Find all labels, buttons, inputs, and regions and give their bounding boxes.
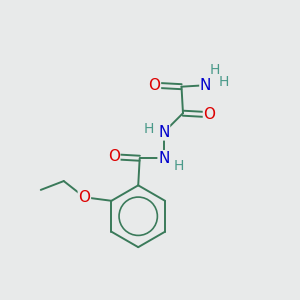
Text: N: N (158, 151, 169, 166)
Text: H: H (174, 160, 184, 173)
Text: O: O (108, 149, 120, 164)
Text: N: N (200, 78, 211, 93)
Text: O: O (78, 190, 90, 205)
Text: H: H (209, 64, 220, 77)
Text: H: H (219, 75, 229, 89)
Text: N: N (158, 125, 169, 140)
Text: H: H (143, 122, 154, 136)
Text: O: O (148, 78, 160, 93)
Text: O: O (203, 107, 215, 122)
